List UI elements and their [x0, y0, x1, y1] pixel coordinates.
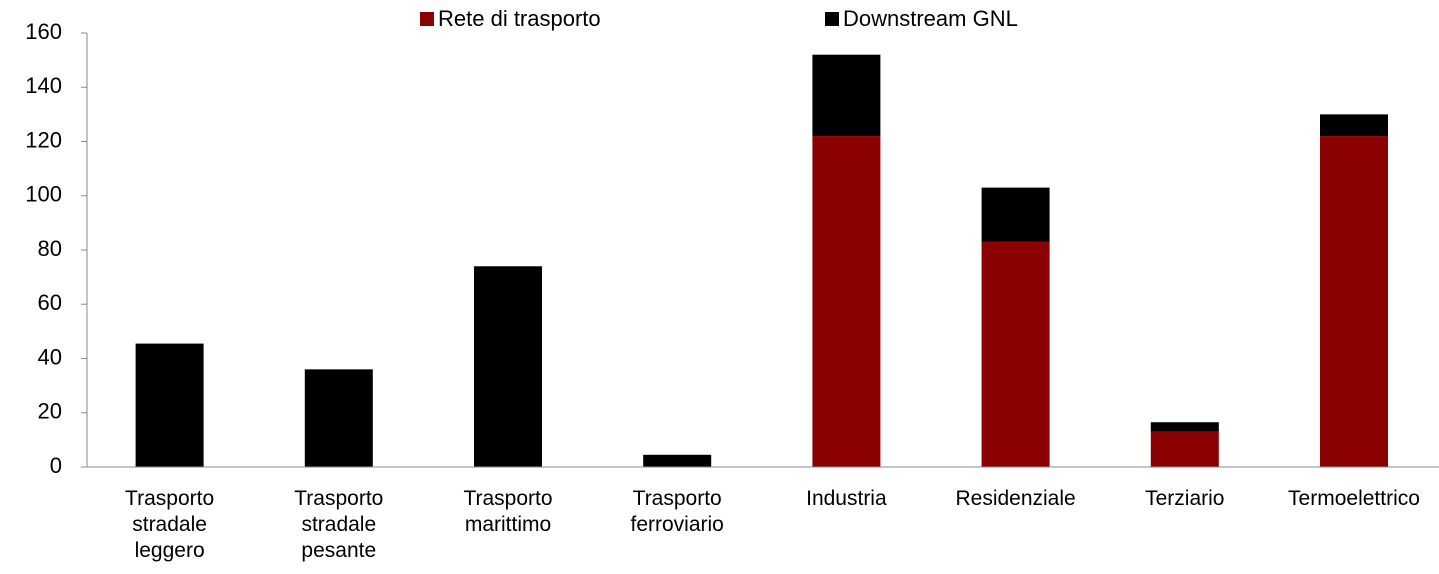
y-tick-label: 100	[25, 182, 62, 207]
y-tick-label: 40	[38, 344, 62, 369]
y-tick-label: 80	[38, 236, 62, 261]
x-tick-label: Termoelettrico	[1288, 487, 1420, 510]
bar-segment	[1150, 422, 1219, 432]
bar-segment	[474, 266, 542, 467]
bar-segment	[981, 187, 1050, 242]
bar-segment	[812, 136, 881, 467]
bar-segment	[643, 454, 712, 467]
y-tick-label: 20	[38, 399, 62, 424]
bar-segment	[1320, 114, 1388, 137]
legend-label: Rete di trasporto	[438, 6, 601, 31]
y-tick-label: 60	[38, 290, 62, 315]
y-tick-label: 160	[25, 19, 62, 44]
x-tick-label: Trasporto stradale pesante	[294, 487, 384, 562]
legend-swatch	[825, 12, 839, 26]
legend-label: Downstream GNL	[843, 6, 1018, 31]
x-tick-label: Trasporto marittimo	[463, 487, 553, 536]
y-tick-label: 0	[50, 453, 62, 478]
bar-segment	[1150, 431, 1219, 467]
legend-swatch	[420, 12, 434, 26]
x-tick-label: Industria	[806, 487, 887, 510]
x-tick-label: Trasporto stradale leggero	[125, 487, 215, 562]
bar-segment	[304, 369, 373, 467]
x-tick-label: Terziario	[1145, 487, 1225, 510]
bar-segment	[135, 343, 204, 467]
y-tick-label: 120	[25, 127, 62, 152]
bar-segment	[1320, 136, 1388, 467]
x-tick-label: Residenziale	[955, 487, 1076, 510]
bar-segment	[812, 54, 881, 137]
y-tick-label: 140	[25, 73, 62, 98]
x-tick-label: Trasporto ferroviario	[630, 487, 724, 536]
bar-segment	[981, 241, 1050, 467]
